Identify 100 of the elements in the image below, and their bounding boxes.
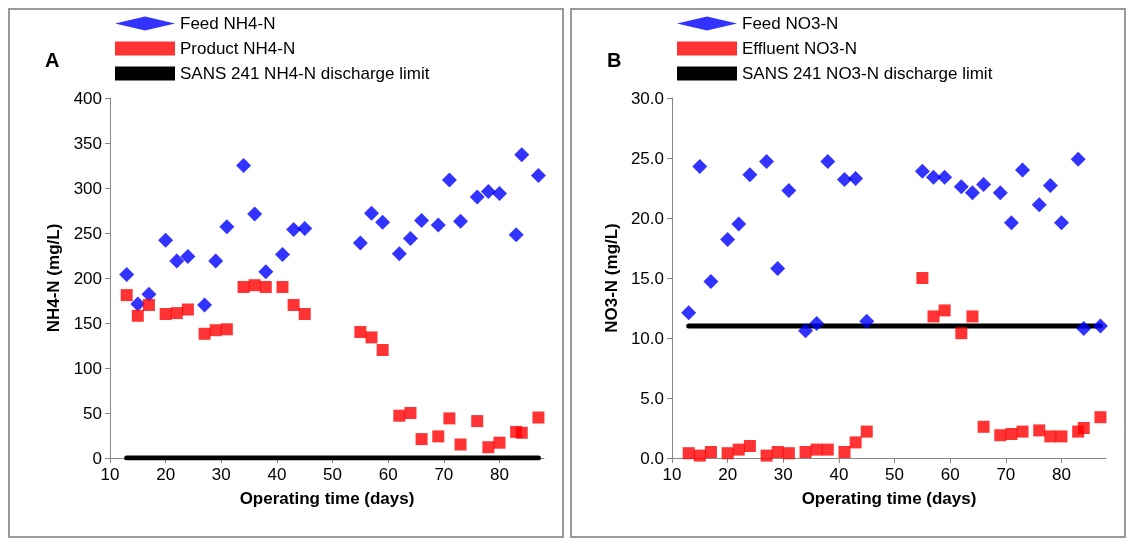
point bbox=[1031, 197, 1047, 213]
point bbox=[1015, 162, 1031, 178]
point bbox=[158, 232, 174, 248]
chart-title: B bbox=[607, 49, 622, 71]
point bbox=[953, 179, 969, 195]
point bbox=[721, 447, 734, 460]
point bbox=[770, 260, 786, 276]
point bbox=[130, 296, 146, 312]
x-tick-label: 20 bbox=[718, 465, 738, 484]
point bbox=[1042, 178, 1058, 194]
point bbox=[443, 412, 456, 425]
point bbox=[799, 446, 812, 458]
x-axis-title: Operating time (days) bbox=[801, 489, 977, 508]
point bbox=[286, 221, 302, 237]
point bbox=[1053, 215, 1069, 231]
point bbox=[169, 253, 185, 269]
y-tick-label: 20.0 bbox=[630, 208, 664, 228]
point bbox=[743, 440, 756, 452]
point bbox=[402, 230, 418, 246]
point bbox=[916, 272, 929, 284]
point bbox=[491, 185, 507, 201]
y-tick-label: 10.0 bbox=[630, 328, 664, 348]
point bbox=[1094, 411, 1107, 424]
point bbox=[298, 308, 311, 320]
point bbox=[681, 305, 697, 321]
point bbox=[352, 235, 368, 251]
point bbox=[391, 246, 407, 262]
point bbox=[955, 327, 968, 340]
point bbox=[1070, 151, 1086, 167]
point bbox=[142, 299, 155, 311]
point bbox=[364, 205, 380, 221]
point bbox=[131, 309, 144, 322]
y-tick-label: 5.0 bbox=[640, 388, 664, 408]
y-tick-label: 15.0 bbox=[630, 268, 664, 288]
point bbox=[480, 184, 496, 200]
point bbox=[170, 307, 183, 320]
point bbox=[297, 221, 313, 236]
point bbox=[159, 308, 172, 320]
point bbox=[1044, 430, 1057, 443]
point bbox=[760, 449, 773, 462]
point bbox=[220, 323, 233, 336]
point bbox=[236, 158, 252, 173]
point bbox=[692, 158, 708, 174]
point bbox=[258, 264, 274, 280]
point bbox=[119, 266, 135, 282]
y-tick-label: 200 bbox=[73, 268, 102, 288]
point bbox=[1077, 422, 1090, 434]
point bbox=[927, 310, 940, 323]
point bbox=[848, 170, 864, 186]
point bbox=[742, 167, 758, 183]
x-tick-label: 60 bbox=[378, 465, 398, 484]
point bbox=[821, 443, 834, 456]
point bbox=[208, 253, 224, 269]
point bbox=[992, 185, 1008, 201]
point bbox=[798, 323, 814, 339]
point bbox=[966, 310, 979, 323]
point bbox=[287, 299, 300, 311]
point bbox=[682, 447, 695, 460]
x-tick-label: 50 bbox=[885, 465, 905, 484]
point bbox=[274, 247, 290, 263]
x-tick-label: 10 bbox=[662, 465, 682, 484]
point bbox=[1092, 318, 1108, 334]
point bbox=[937, 169, 953, 185]
point bbox=[197, 297, 213, 313]
point bbox=[1003, 215, 1019, 231]
point bbox=[404, 407, 417, 419]
point bbox=[453, 213, 469, 229]
y-tick-label: 50 bbox=[83, 403, 102, 423]
point bbox=[1076, 320, 1092, 336]
point bbox=[376, 344, 389, 356]
point bbox=[781, 182, 797, 198]
point bbox=[820, 154, 836, 170]
legend-label: Product NH4-N bbox=[180, 39, 296, 58]
point bbox=[393, 409, 406, 422]
point bbox=[482, 441, 495, 454]
y-tick-label: 0 bbox=[92, 448, 102, 468]
x-tick-label: 70 bbox=[996, 465, 1016, 484]
y-axis-title: NO3-N (mg/L) bbox=[602, 223, 622, 333]
x-tick-label: 80 bbox=[1052, 465, 1071, 484]
point bbox=[1033, 424, 1046, 437]
legend-label: Effluent NO3-N bbox=[742, 39, 857, 58]
x-tick-label: 70 bbox=[434, 465, 454, 484]
point bbox=[994, 429, 1007, 442]
x-axis-title: Operating time (days) bbox=[239, 489, 415, 508]
point bbox=[508, 227, 524, 243]
point bbox=[181, 303, 194, 316]
point bbox=[432, 430, 445, 443]
point bbox=[860, 425, 873, 438]
point bbox=[964, 185, 980, 201]
y-tick-label: 0.0 bbox=[640, 448, 664, 468]
y-tick-label: 150 bbox=[73, 313, 102, 333]
point bbox=[810, 443, 823, 456]
x-tick-label: 40 bbox=[267, 465, 287, 484]
point bbox=[493, 436, 506, 449]
point bbox=[859, 313, 875, 329]
point bbox=[120, 289, 133, 302]
point bbox=[276, 281, 289, 293]
point bbox=[259, 281, 272, 293]
point bbox=[441, 172, 457, 188]
x-tick-label: 80 bbox=[490, 465, 509, 484]
